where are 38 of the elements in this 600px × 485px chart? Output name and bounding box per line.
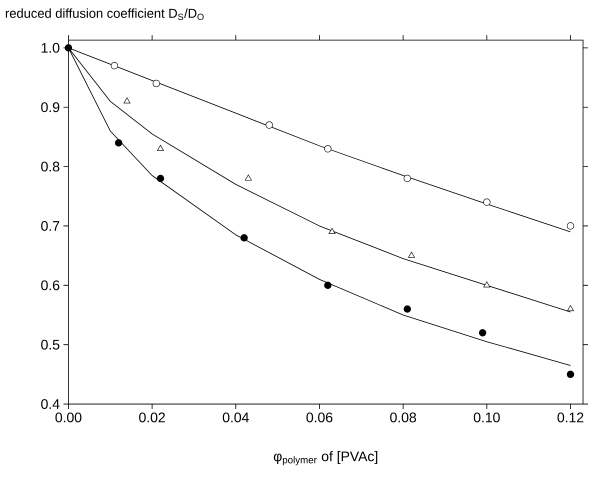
point <box>156 174 164 182</box>
x-tick-label: 0.10 <box>474 412 500 422</box>
point <box>110 62 118 70</box>
y-tick-label: 1.0 <box>42 42 60 53</box>
y-tick-label: 0.6 <box>41 280 60 290</box>
point <box>567 305 574 312</box>
x-axis-title: φ$_{polymer}$ of [PVAc] <box>274 451 378 466</box>
point <box>328 228 336 234</box>
x-tick-label: 0.00 <box>55 412 82 422</box>
point <box>483 281 490 288</box>
y-tick-label: 0.8 <box>41 162 60 172</box>
y-tick-label: 0.7 <box>41 221 60 231</box>
point <box>404 174 411 182</box>
point <box>266 121 273 129</box>
point <box>244 174 252 181</box>
x-tick-label: 0.02 <box>139 412 165 422</box>
x-tick-label: 0.08 <box>390 412 416 422</box>
point <box>152 80 160 88</box>
point <box>566 370 574 378</box>
x-tick-label: 0.06 <box>306 412 332 422</box>
y-tick-label: 0.9 <box>41 102 60 112</box>
point <box>114 139 122 147</box>
point <box>324 282 332 290</box>
point <box>324 145 332 153</box>
point <box>124 97 130 104</box>
point <box>408 252 415 258</box>
point <box>566 222 574 230</box>
y-tick-label: 0.4 <box>41 399 60 410</box>
point <box>478 329 486 337</box>
x-tick-label: 0.12 <box>557 412 584 422</box>
point <box>64 44 72 52</box>
point <box>404 305 411 313</box>
point <box>240 234 248 242</box>
y-tick-label: 0.5 <box>41 340 60 350</box>
x-tick-label: 0.04 <box>222 412 249 422</box>
point <box>483 198 490 206</box>
text: reduced diffusion coefficient D$_{S}$/D$_{O}$ <box>6 8 204 20</box>
point <box>157 144 164 151</box>
